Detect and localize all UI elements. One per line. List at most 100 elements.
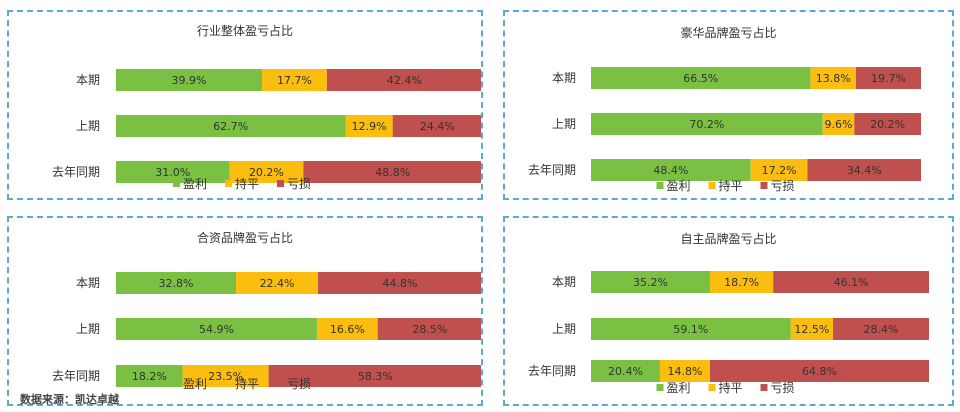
legend-swatch-loss [760, 182, 768, 189]
bar-segment-flat [262, 69, 327, 91]
data-label: 14.8% [667, 365, 702, 378]
legend-swatch-flat [225, 180, 232, 187]
bar-segment-flat [790, 318, 834, 340]
legend-label: 持平 [235, 176, 259, 191]
legend-label: 盈利 [183, 377, 207, 391]
data-label: 20.2% [870, 118, 905, 131]
chart-title: 自主品牌盈亏占比 [680, 231, 776, 246]
data-label: 20.2% [249, 166, 284, 179]
data-label: 13.8% [816, 72, 851, 85]
legend-swatch-loss [277, 180, 284, 187]
bar-segment-profit [591, 318, 791, 340]
bar-segment-flat [182, 365, 269, 387]
chart-panel-luxury: 豪华品牌盈亏占比 本期 66.5% 13.8% 19.7% 上期 70.2% 9.6% 20.2… [503, 10, 954, 200]
data-label: 70.2% [689, 118, 724, 131]
data-label: 18.7% [724, 276, 759, 289]
bar-segment-flat [659, 360, 710, 382]
legend-swatch-loss [760, 384, 768, 391]
bar-segment-flat [810, 67, 856, 89]
bar-segment-profit [591, 67, 811, 89]
category-label: 上期 [76, 119, 100, 133]
data-label: 35.2% [633, 276, 668, 289]
legend-label: 亏损 [771, 179, 795, 193]
data-label: 24.4% [420, 120, 455, 133]
bar-segment-loss [709, 360, 929, 382]
legend-label: 亏损 [771, 381, 795, 395]
bar-segment-profit [116, 69, 263, 91]
bar-segment-profit [591, 159, 751, 181]
bar-segment-flat [236, 272, 319, 294]
chart-panel-industry: 行业整体盈亏占比 本期 39.9% 17.7% 42.4% 上期 62.7% 12.9% 24.… [7, 10, 483, 200]
bar-segment-profit [591, 360, 660, 382]
data-label: 18.2% [132, 370, 167, 383]
chart-title: 行业整体盈亏占比 [197, 23, 293, 38]
bar-segment-loss [392, 115, 481, 137]
data-label: 39.9% [172, 74, 207, 87]
category-label: 本期 [552, 71, 576, 85]
chart-panel-joint-venture: 合资品牌盈亏占比 本期 32.8% 22.4% 44.8% 上期 54.9% 16.6% 28.… [7, 216, 483, 406]
data-label: 64.8% [802, 365, 837, 378]
legend-label: 持平 [719, 380, 743, 395]
bar-segment-flat [709, 271, 774, 293]
chart-panel-domestic: 自主品牌盈亏占比 本期 35.2% 18.7% 46.1% 上期 59.1% 12.5% 28.… [503, 216, 954, 406]
category-label: 本期 [552, 275, 576, 289]
category-label: 上期 [76, 322, 100, 336]
data-label: 48.8% [375, 166, 410, 179]
bar-segment-profit [116, 318, 317, 340]
data-label: 17.2% [762, 164, 797, 177]
data-label: 58.3% [358, 370, 393, 383]
legend-label: 盈利 [667, 179, 691, 193]
data-label: 42.4% [387, 74, 422, 87]
legend-label: 亏损 [287, 177, 311, 191]
bar-segment-flat [229, 161, 304, 183]
bar-segment-loss [854, 113, 921, 135]
legend-label: 盈利 [183, 177, 207, 191]
category-label: 去年同期 [528, 364, 576, 378]
category-label: 去年同期 [528, 163, 576, 177]
bar-segment-profit [116, 272, 237, 294]
data-label: 48.4% [653, 164, 688, 177]
category-label: 本期 [76, 276, 100, 290]
bar-segment-loss [773, 271, 929, 293]
bar-segment-loss [833, 318, 929, 340]
bar-segment-profit [116, 161, 230, 183]
data-label: 19.7% [871, 72, 906, 85]
data-label: 54.9% [199, 323, 234, 336]
category-label: 去年同期 [52, 165, 100, 179]
bar-segment-profit [116, 365, 183, 387]
chart-title: 豪华品牌盈亏占比 [680, 25, 776, 40]
data-label: 28.5% [412, 323, 447, 336]
legend-label: 亏损 [287, 377, 311, 391]
data-label: 23.5% [208, 370, 243, 383]
bar-segment-profit [116, 115, 346, 137]
data-label: 22.4% [260, 277, 295, 290]
data-label: 12.9% [352, 120, 387, 133]
data-label: 59.1% [673, 323, 708, 336]
bar-segment-flat [316, 318, 378, 340]
bar-segment-flat [822, 113, 855, 135]
data-label: 28.4% [864, 323, 899, 336]
data-label: 66.5% [683, 72, 718, 85]
bar-segment-loss [268, 365, 481, 387]
bar-segment-loss [303, 161, 481, 183]
bar-segment-flat [750, 159, 808, 181]
bar-segment-loss [377, 318, 481, 340]
data-label: 34.4% [847, 164, 882, 177]
legend-swatch-profit [173, 180, 180, 187]
data-label: 9.6% [825, 118, 853, 131]
legend-swatch-loss [277, 380, 284, 387]
legend-label: 盈利 [667, 381, 691, 395]
bar-segment-loss [807, 159, 921, 181]
bar-segment-loss [855, 67, 921, 89]
legend-swatch-flat [225, 380, 232, 387]
legend-label: 持平 [235, 376, 259, 391]
legend-swatch-profit [656, 384, 664, 391]
bar-segment-profit [591, 113, 823, 135]
legend-label: 持平 [719, 178, 743, 193]
category-label: 去年同期 [52, 369, 100, 383]
data-label: 44.8% [383, 277, 418, 290]
